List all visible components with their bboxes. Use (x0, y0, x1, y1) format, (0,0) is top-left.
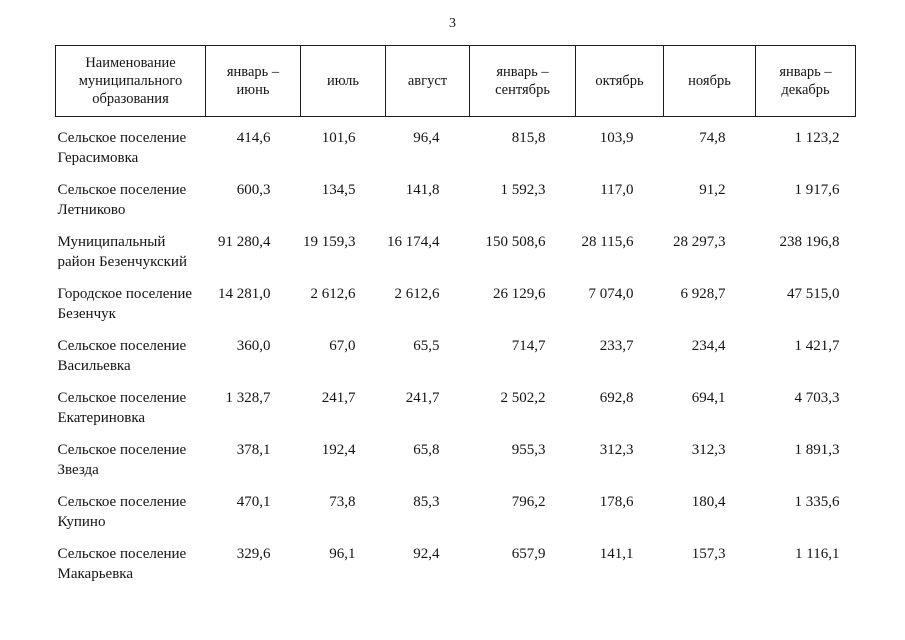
value-cell: 96,4 (413, 130, 440, 147)
value-cell: 141,1 (599, 546, 634, 563)
municipality-name-cell: Муниципальный район Безенчукский (57, 234, 188, 270)
table-body: Сельское поселение Герасимовка 414,6 101… (56, 117, 856, 589)
column-header-jan-sep: январь – сентябрь (469, 44, 576, 118)
column-header-august: август (385, 44, 470, 118)
municipality-name-cell: Сельское поселение Екатериновка (57, 390, 187, 426)
value-cell: 2 502,2 (500, 390, 546, 407)
value-cell: 378,1 (236, 442, 271, 459)
value-cell: 141,8 (405, 182, 440, 199)
header-row: Наименование муниципального образования … (55, 44, 856, 118)
value-cell: 19 159,3 (303, 234, 356, 251)
value-cell: 470,1 (236, 494, 271, 511)
value-cell: 1 592,3 (500, 182, 546, 199)
table-row: Сельское поселение Летниково 600,3 134,5… (56, 172, 856, 224)
column-header-jan-jun: январь – июнь (205, 44, 301, 118)
value-cell: 1 123,2 (794, 130, 840, 147)
column-header-municipality: Наименование муниципального образования (55, 44, 206, 118)
value-cell: 16 174,4 (387, 234, 440, 251)
value-cell: 73,8 (329, 494, 356, 511)
value-cell: 74,8 (699, 130, 726, 147)
value-cell: 85,3 (413, 494, 440, 511)
value-cell: 692,8 (599, 390, 634, 407)
value-cell: 1 917,6 (794, 182, 840, 199)
value-cell: 103,9 (599, 130, 634, 147)
value-cell: 714,7 (511, 338, 546, 355)
column-header-november: ноябрь (663, 44, 756, 118)
value-cell: 134,5 (321, 182, 356, 199)
value-cell: 238 196,8 (779, 234, 840, 251)
value-cell: 241,7 (405, 390, 440, 407)
value-cell: 312,3 (599, 442, 634, 459)
table-row: Сельское поселение Звезда 378,1 192,4 65… (56, 432, 856, 484)
value-cell: 28 115,6 (581, 234, 634, 251)
value-cell: 14 281,0 (218, 286, 271, 303)
table-row: Городское поселение Безенчук 14 281,0 2 … (56, 276, 856, 328)
value-cell: 157,3 (691, 546, 726, 563)
value-cell: 7 074,0 (588, 286, 634, 303)
value-cell: 92,4 (413, 546, 440, 563)
value-cell: 180,4 (691, 494, 726, 511)
value-cell: 47 515,0 (787, 286, 840, 303)
value-cell: 233,7 (599, 338, 634, 355)
municipality-name-cell: Сельское поселение Звезда (57, 442, 187, 478)
table-row: Сельское поселение Купино 470,1 73,8 85,… (56, 484, 856, 536)
value-cell: 329,6 (236, 546, 271, 563)
value-cell: 657,9 (511, 546, 546, 563)
value-cell: 600,3 (236, 182, 271, 199)
value-cell: 241,7 (321, 390, 356, 407)
value-cell: 67,0 (329, 338, 356, 355)
value-cell: 101,6 (321, 130, 356, 147)
value-cell: 815,8 (511, 130, 546, 147)
page-number: 3 (449, 16, 456, 31)
value-cell: 192,4 (321, 442, 356, 459)
value-cell: 26 129,6 (493, 286, 546, 303)
value-cell: 2 612,6 (394, 286, 440, 303)
value-cell: 4 703,3 (794, 390, 840, 407)
table-row: Сельское поселение Екатериновка 1 328,7 … (56, 380, 856, 432)
value-cell: 1 421,7 (794, 338, 840, 355)
value-cell: 65,8 (413, 442, 440, 459)
municipality-name-cell: Сельское поселение Васильевка (57, 338, 187, 374)
value-cell: 178,6 (599, 494, 634, 511)
table-header: Наименование муниципального образования … (55, 44, 856, 118)
column-header-july: июль (300, 44, 386, 118)
value-cell: 234,4 (691, 338, 726, 355)
municipality-name-cell: Сельское поселение Летниково (57, 182, 187, 218)
municipality-name-cell: Сельское поселение Макарьевка (57, 546, 187, 582)
municipality-name-cell: Сельское поселение Купино (57, 494, 187, 530)
municipal-budget-table: Наименование муниципального образования … (55, 44, 856, 589)
value-cell: 91,2 (699, 182, 726, 199)
value-cell: 694,1 (691, 390, 726, 407)
value-cell: 1 328,7 (225, 390, 271, 407)
municipality-name-cell: Городское поселение Безенчук (57, 286, 193, 322)
value-cell: 1 891,3 (794, 442, 840, 459)
municipality-name-cell: Сельское поселение Герасимовка (57, 130, 187, 166)
column-header-jan-dec: январь – декабрь (755, 44, 856, 118)
value-cell: 1 116,1 (795, 546, 840, 563)
value-cell: 96,1 (329, 546, 356, 563)
value-cell: 955,3 (511, 442, 546, 459)
value-cell: 150 508,6 (485, 234, 546, 251)
column-header-october: октябрь (575, 44, 664, 118)
value-cell: 28 297,3 (673, 234, 726, 251)
table-row: Сельское поселение Васильевка 360,0 67,0… (56, 328, 856, 380)
value-cell: 6 928,7 (680, 286, 726, 303)
value-cell: 91 280,4 (218, 234, 271, 251)
value-cell: 414,6 (236, 130, 271, 147)
table-row: Сельское поселение Герасимовка 414,6 101… (56, 117, 856, 173)
value-cell: 360,0 (236, 338, 271, 355)
value-cell: 65,5 (413, 338, 440, 355)
value-cell: 1 335,6 (794, 494, 840, 511)
value-cell: 117,0 (600, 182, 634, 199)
value-cell: 796,2 (511, 494, 546, 511)
table-row: Муниципальный район Безенчукский 91 280,… (56, 224, 856, 276)
table-row: Сельское поселение Макарьевка 329,6 96,1… (56, 536, 856, 588)
value-cell: 2 612,6 (310, 286, 356, 303)
value-cell: 312,3 (691, 442, 726, 459)
